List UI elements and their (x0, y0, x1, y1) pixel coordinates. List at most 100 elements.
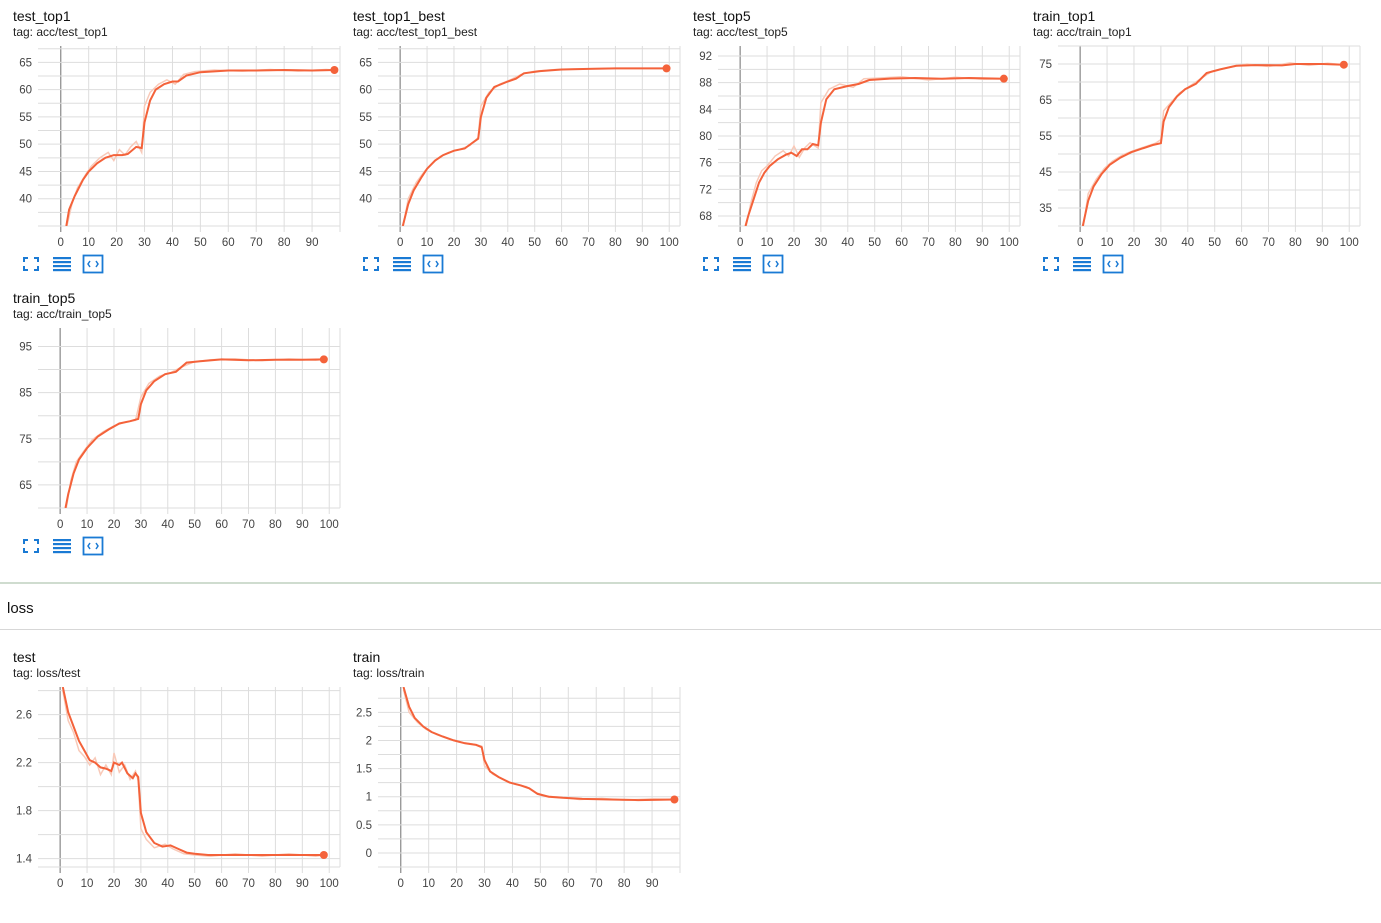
y-tick-label: 1.4 (16, 854, 33, 866)
chart-card-test-top1: test_top1 tag: acc/test_top1 0 10 20 30 40 50 60… (0, 0, 341, 282)
x-tick-label: 10 (422, 878, 435, 890)
fit-chart-button[interactable] (700, 254, 722, 274)
x-tick-label: 0 (58, 237, 64, 249)
smoothed-series-line (744, 76, 1004, 226)
x-tick-label: 60 (895, 237, 908, 249)
x-tick-label: 0 (1077, 237, 1083, 249)
x-tick-label: 30 (814, 237, 827, 249)
chart-card-test-top5: test_top5 tag: acc/test_top5 0 10 20 30 40 50 60… (680, 0, 1021, 282)
line-chart-svg[interactable]: 0 10 20 30 40 50 60 70 80 90 100 40 45 50 55 60 65 (340, 40, 685, 252)
x-tick-label: 60 (555, 237, 568, 249)
chart-card-test: test tag: loss/test 0 10 20 30 40 50 60 70 80 90 100… (0, 641, 341, 923)
fit-domain-icon (82, 254, 104, 274)
y-tick-label: 50 (359, 139, 372, 151)
fit-chart-button[interactable] (360, 254, 382, 274)
fit-domain-button[interactable] (82, 254, 104, 274)
toggle-data-button[interactable] (51, 536, 73, 556)
y-tick-label: 88 (699, 78, 712, 90)
x-tick-label: 80 (618, 878, 631, 890)
x-tick-label: 70 (590, 878, 603, 890)
chart-title: test (13, 649, 36, 665)
y-tick-label: 65 (19, 57, 32, 69)
chart-tag: tag: acc/test_top1_best (353, 25, 478, 39)
x-tick-label: 70 (1262, 237, 1275, 249)
x-tick-label: 10 (81, 519, 94, 531)
x-tick-label: 20 (450, 878, 463, 890)
x-tick-label: 30 (134, 878, 147, 890)
smoothed-series-line (61, 687, 324, 856)
y-tick-label: 45 (1039, 167, 1052, 179)
x-tick-label: 0 (737, 237, 743, 249)
list-lines-icon (1073, 257, 1091, 272)
fit-chart-button[interactable] (20, 536, 42, 556)
fit-domain-icon (82, 536, 104, 556)
line-chart-svg[interactable]: 0 10 20 30 40 50 60 70 80 90 100 65 75 85 95 (0, 322, 345, 534)
x-tick-label: 50 (528, 237, 541, 249)
y-tick-label: 2 (366, 735, 372, 747)
y-tick-label: 68 (699, 211, 712, 223)
x-tick-label: 30 (478, 878, 491, 890)
x-tick-label: 10 (1101, 237, 1114, 249)
line-chart[interactable]: 0 10 20 30 40 50 60 70 80 90 100 1.4 1.8 2.2 2.6 (0, 681, 345, 893)
chart-card-train: train tag: loss/train 0 10 20 30 40 50 60 70 80 90 0… (340, 641, 681, 923)
fit-chart-button[interactable] (20, 254, 42, 274)
fit-domain-icon (422, 254, 444, 274)
x-tick-label: 50 (188, 878, 201, 890)
x-tick-label: 0 (398, 878, 404, 890)
x-tick-label: 90 (306, 237, 319, 249)
x-tick-label: 90 (976, 237, 989, 249)
x-tick-label: 80 (278, 237, 291, 249)
list-lines-icon (393, 257, 411, 272)
x-tick-label: 20 (108, 878, 121, 890)
list-lines-icon (53, 257, 71, 272)
x-tick-label: 60 (1235, 237, 1248, 249)
fit-domain-button[interactable] (1102, 254, 1124, 274)
x-tick-label: 0 (57, 519, 63, 531)
fit-domain-icon (1102, 254, 1124, 274)
y-tick-label: 84 (699, 104, 712, 116)
chart-tag: tag: loss/test (13, 666, 81, 680)
line-chart[interactable]: 0 10 20 30 40 50 60 70 80 90 100 68 72 76 80 84 88 92 (680, 40, 1025, 252)
section-separator (0, 629, 1381, 630)
y-tick-label: 65 (19, 480, 32, 492)
chart-title: train_top1 (1033, 8, 1096, 24)
last-value-dot (319, 851, 328, 859)
smoothed-series-line (402, 687, 675, 802)
x-tick-label: 70 (242, 878, 255, 890)
x-tick-label: 40 (501, 237, 514, 249)
toggle-data-button[interactable] (1071, 254, 1093, 274)
toggle-data-button[interactable] (731, 254, 753, 274)
fit-chart-button[interactable] (1040, 254, 1062, 274)
x-tick-label: 90 (1316, 237, 1329, 249)
expand-corners-icon (23, 257, 39, 271)
fit-domain-button[interactable] (762, 254, 784, 274)
line-chart-svg[interactable]: 0 10 20 30 40 50 60 70 80 90 100 68 72 76 80 84 88 92 (680, 40, 1025, 252)
line-chart-svg[interactable]: 0 10 20 30 40 50 60 70 80 90 0 0.5 1 1.5 2 2.5 (340, 681, 685, 893)
line-chart[interactable]: 0 10 20 30 40 50 60 70 80 90 100 40 45 50 55 60 65 (340, 40, 685, 252)
fit-domain-button[interactable] (82, 536, 104, 556)
line-chart[interactable]: 0 10 20 30 40 50 60 70 80 90 0 0.5 1 1.5 2 2.5 (340, 681, 685, 893)
x-tick-label: 40 (161, 519, 174, 531)
toggle-data-button[interactable] (51, 254, 73, 274)
fit-domain-button[interactable] (422, 254, 444, 274)
y-tick-label: 85 (19, 388, 32, 400)
chart-card-train-top5: train_top5 tag: acc/train_top5 0 10 20 30 40 50… (0, 282, 341, 564)
x-tick-label: 90 (296, 878, 309, 890)
line-chart[interactable]: 0 10 20 30 40 50 60 70 80 90 40 45 50 55 60 65 (0, 40, 345, 252)
y-tick-label: 95 (19, 341, 32, 353)
fit-domain-icon (762, 254, 784, 274)
last-value-dot (662, 64, 671, 73)
toggle-data-button[interactable] (391, 254, 413, 274)
x-tick-label: 10 (421, 237, 434, 249)
line-chart-svg[interactable]: 0 10 20 30 40 50 60 70 80 90 40 45 50 55 60 65 (0, 40, 345, 252)
y-tick-label: 40 (19, 194, 32, 206)
raw-series-line (1082, 62, 1344, 226)
y-tick-label: 45 (19, 166, 32, 178)
raw-series-line (402, 689, 675, 801)
line-chart-svg[interactable]: 0 10 20 30 40 50 60 70 80 90 100 35 45 55 65 75 (1020, 40, 1365, 252)
line-chart-svg[interactable]: 0 10 20 30 40 50 60 70 80 90 100 1.4 1.8 2.2 2.6 (0, 681, 345, 893)
line-chart[interactable]: 0 10 20 30 40 50 60 70 80 90 100 35 45 55 65 75 (1020, 40, 1365, 252)
line-chart[interactable]: 0 10 20 30 40 50 60 70 80 90 100 65 75 85 95 (0, 322, 345, 534)
x-tick-label: 90 (636, 237, 649, 249)
y-tick-label: 75 (1039, 59, 1052, 71)
